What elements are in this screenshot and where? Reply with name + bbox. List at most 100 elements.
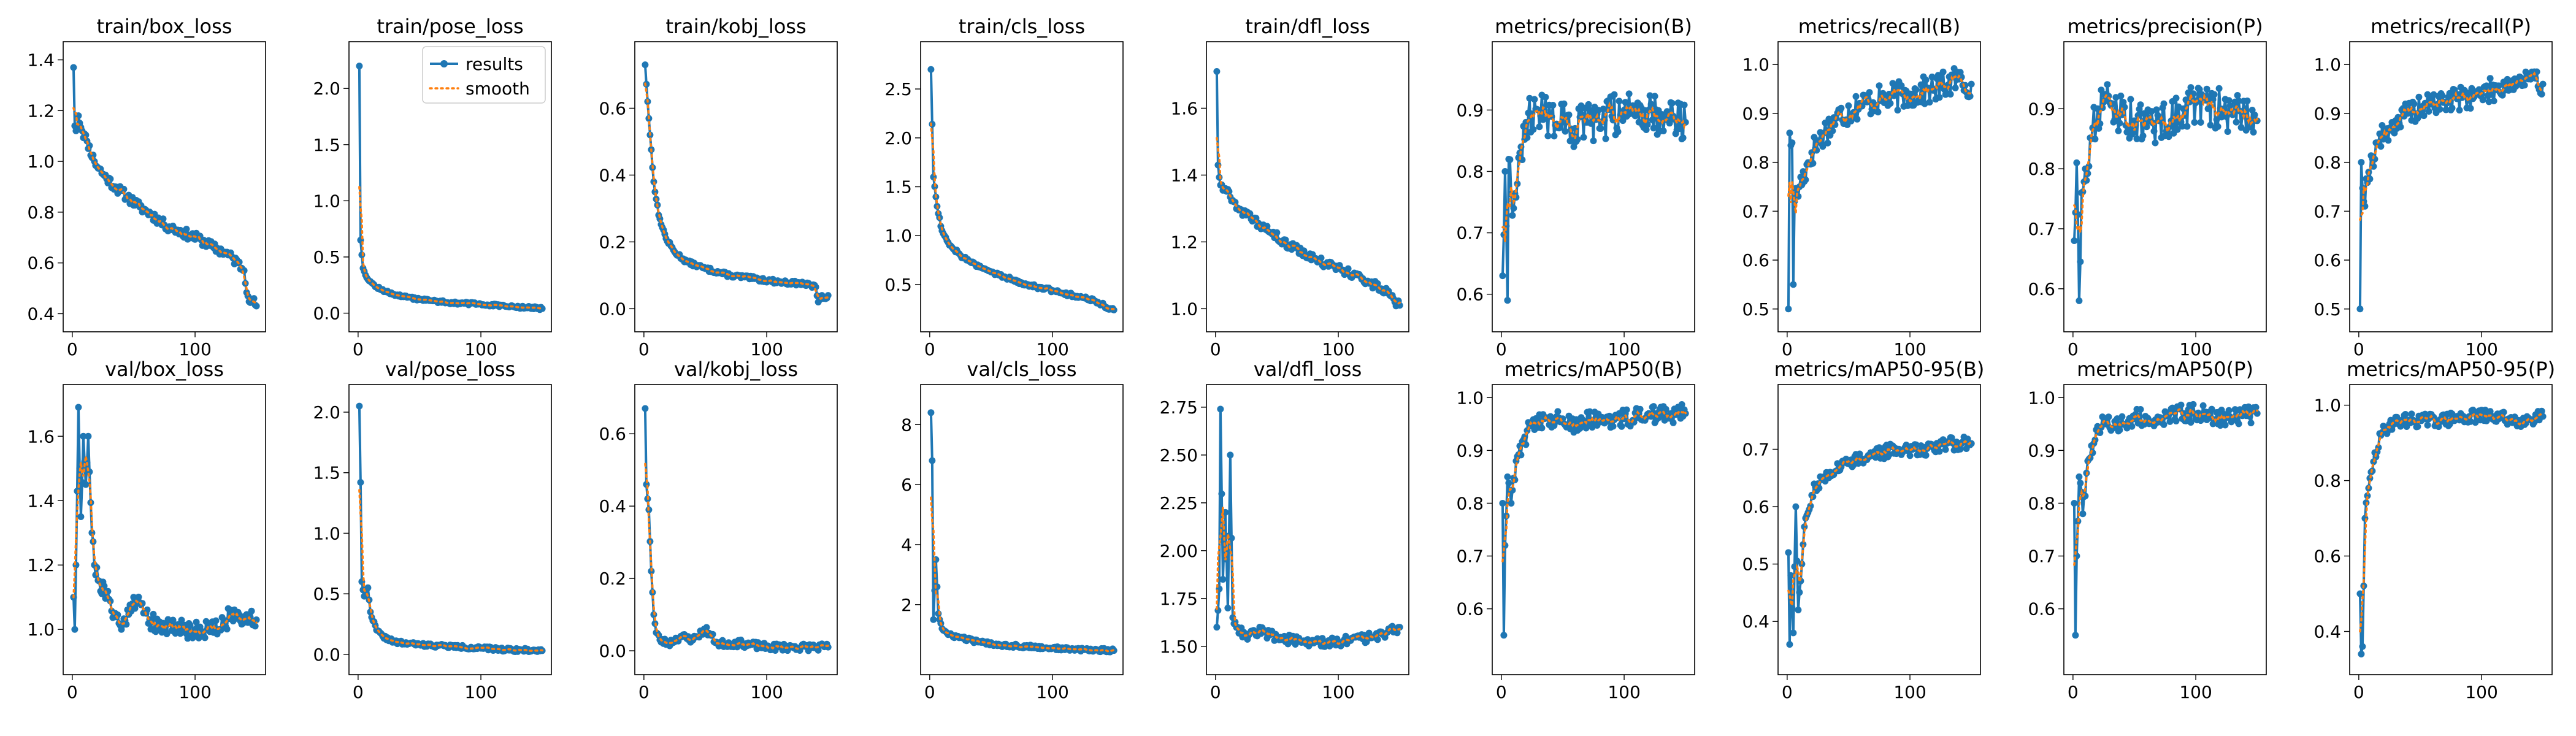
results-point	[2079, 510, 2087, 518]
panel-title: metrics/recall(B)	[1798, 15, 1961, 38]
smooth-line	[1501, 101, 1687, 242]
results-point	[930, 616, 937, 623]
results-point	[178, 616, 185, 624]
smooth-line	[644, 82, 829, 301]
y-tick-label: 0.6	[599, 424, 626, 444]
results-point	[929, 121, 936, 128]
results-point	[1554, 408, 1562, 415]
y-tick-label: 8	[901, 415, 912, 435]
results-point	[1906, 452, 1914, 459]
results-point	[2116, 426, 2123, 434]
results-point	[1565, 111, 1573, 118]
results-point	[1509, 212, 1516, 219]
results-point	[1505, 480, 1512, 486]
y-tick-label: 0.5	[1742, 554, 1769, 575]
y-tick-label: 0.8	[2028, 493, 2055, 513]
y-tick-label: 1.2	[27, 555, 55, 575]
results-point	[2091, 136, 2099, 143]
y-tick-label: 0.7	[1456, 546, 1484, 567]
x-tick-label: 0	[1782, 339, 1793, 359]
panel-val-box-loss: val/box_loss 0 100 1.0 1.2 1.4 1.6	[27, 358, 266, 702]
results-point	[1600, 105, 1607, 113]
results-point	[1218, 490, 1225, 497]
results-point	[935, 610, 942, 617]
axes-frame	[1206, 384, 1409, 675]
results-point	[193, 618, 200, 626]
panel-title: metrics/mAP50(P)	[2077, 358, 2253, 381]
x-tick-label: 100	[750, 682, 783, 702]
x-tick-label: 100	[2179, 682, 2212, 702]
results-point	[1602, 135, 1609, 142]
results-point	[2073, 159, 2080, 166]
x-tick-label: 100	[1608, 682, 1640, 702]
y-tick-label: 1.0	[884, 226, 912, 246]
x-tick-label: 0	[2353, 339, 2364, 359]
results-point	[131, 605, 139, 612]
legend-smooth-label: smooth	[466, 79, 530, 99]
y-tick-label: 0.6	[2028, 279, 2055, 299]
smooth-line	[930, 122, 1115, 310]
results-point	[1504, 297, 1511, 304]
y-tick-label: 1.5	[313, 135, 340, 155]
results-point	[2521, 82, 2528, 89]
results-point	[1544, 132, 1552, 140]
results-point	[1852, 93, 1860, 100]
x-tick-label: 0	[1782, 682, 1793, 702]
axes-frame	[1777, 41, 1981, 332]
y-tick-label: 0.7	[1742, 201, 1769, 221]
results-point	[1957, 445, 1964, 453]
x-tick-label: 0	[2353, 682, 2364, 702]
panel-title: train/cls_loss	[959, 15, 1085, 38]
results-point	[815, 646, 822, 654]
results-point	[1597, 125, 1604, 132]
results-point	[2187, 84, 2195, 91]
results-point	[2356, 590, 2364, 597]
results-point	[2486, 75, 2494, 82]
results-point	[2208, 405, 2215, 413]
results-point	[1551, 132, 1558, 140]
results-point	[1531, 96, 1538, 103]
panel-title: metrics/mAP50-95(B)	[1774, 358, 1985, 381]
x-tick-label: 100	[750, 339, 783, 359]
panel-title: val/dfl_loss	[1254, 358, 1362, 381]
y-tick-label: 1.0	[1742, 55, 1769, 75]
y-tick-label: 0.6	[2313, 546, 2341, 567]
results-point	[2125, 125, 2132, 132]
results-point	[98, 590, 105, 597]
y-tick-label: 0.6	[27, 253, 55, 274]
results-point	[2252, 404, 2260, 411]
x-tick-label: 100	[178, 682, 211, 702]
panel-val-kobj-loss: val/kobj_loss 0 100 0.0 0.2 0.4 0.6	[599, 358, 838, 702]
results-point	[2115, 127, 2122, 134]
legend-results-label: results	[466, 54, 523, 74]
panel-title: metrics/precision(B)	[1495, 15, 1692, 38]
y-tick-label: 2.75	[1160, 397, 1198, 418]
results-point	[2468, 85, 2475, 92]
results-point	[251, 623, 259, 630]
results-point	[2370, 163, 2377, 170]
results-point	[2199, 402, 2207, 409]
results-point	[1668, 99, 1676, 107]
results-point	[1393, 629, 1401, 637]
results-point	[1217, 405, 1224, 413]
results-point	[703, 624, 710, 631]
results-point	[1586, 408, 1593, 415]
results-point	[169, 616, 177, 624]
results-point	[2077, 258, 2084, 266]
x-tick-label: 0	[924, 682, 935, 702]
results-point	[2221, 421, 2229, 429]
results-point	[642, 405, 649, 412]
results-point	[2225, 407, 2233, 414]
results-point	[1947, 91, 1954, 98]
panel-train-dfl-loss: train/dfl_loss 0 100 1.0 1.2 1.4 1.6	[1170, 15, 1409, 359]
results-point	[2425, 108, 2432, 115]
results-point	[1580, 134, 1587, 141]
results-point	[2203, 85, 2210, 93]
panel-title: metrics/mAP50-95(P)	[2347, 358, 2555, 381]
results-point	[1566, 137, 1574, 145]
y-tick-label: 0.9	[2313, 104, 2341, 124]
results-point	[1894, 107, 1901, 114]
results-point	[2467, 105, 2474, 112]
results-point	[1542, 93, 1549, 101]
results-point	[651, 188, 659, 196]
